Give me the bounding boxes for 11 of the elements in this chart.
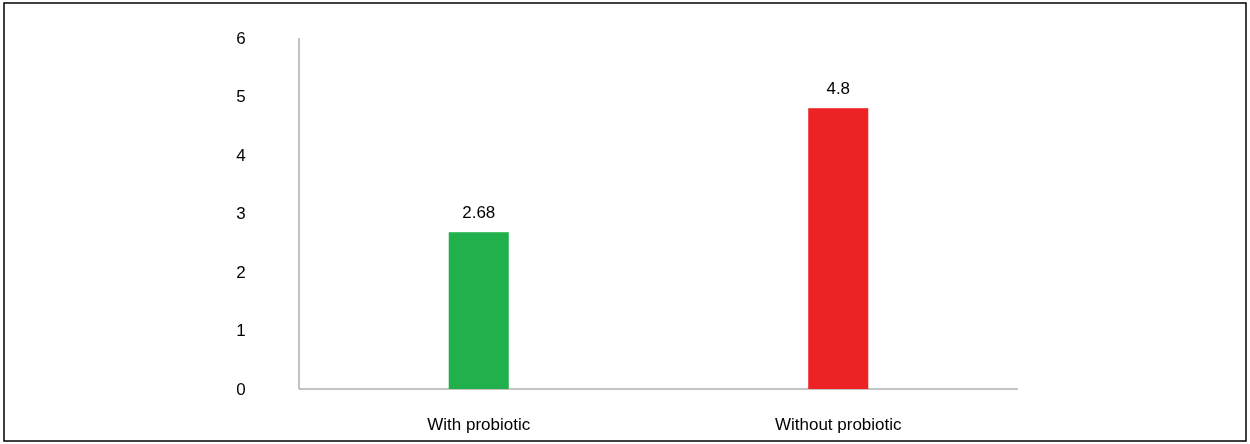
data-label: 2.68: [462, 203, 496, 223]
y-tick-label: 2: [236, 262, 246, 282]
y-tick-label: 4: [236, 145, 246, 165]
y-tick-label: 3: [236, 204, 246, 224]
x-tick-label: With probiotic: [427, 415, 531, 434]
y-tick-label: 1: [236, 321, 246, 341]
y-tick-label: 5: [236, 87, 246, 107]
data-label: 4.8: [826, 79, 851, 99]
y-tick-label: 6: [236, 28, 246, 48]
x-tick-label: Without probiotic: [774, 415, 903, 434]
y-tick-label: 0: [236, 379, 246, 399]
